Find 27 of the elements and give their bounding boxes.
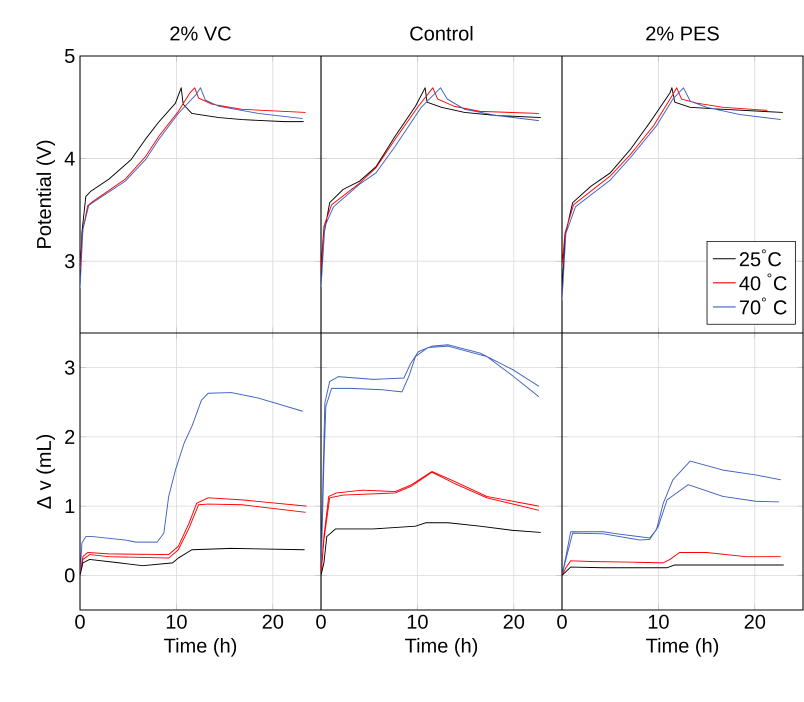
legend-label: 70$^{°}$ C [740, 298, 787, 314]
y-tick-label: 5 [64, 49, 74, 63]
y-tick-label: 3 [64, 360, 74, 375]
y-tick-label: 0 [64, 568, 74, 582]
x-tick-label: 10 [648, 614, 669, 629]
x-tick-label: 20 [744, 614, 766, 629]
chart-title: 2% VC [170, 26, 231, 41]
x-axis-title: Time (h) [164, 638, 236, 657]
x-axis-title: Time (h) [405, 638, 478, 657]
y-axis-title: Potential (V) [36, 140, 56, 248]
y-tick-label: 3 [64, 254, 74, 268]
x-tick-label: 10 [408, 614, 428, 629]
y-tick-label: 2 [65, 430, 74, 444]
x-tick-label: 20 [262, 614, 284, 629]
y-tick-label: 4 [64, 152, 75, 166]
y-tick-label: 1 [66, 499, 74, 513]
x-tick-label: 10 [166, 614, 187, 629]
x-tick-label: 0 [75, 614, 85, 629]
x-tick-label: 0 [316, 614, 326, 629]
x-axis-title: Time (h) [646, 638, 718, 657]
legend-label: 40 $^{°}$C [739, 273, 787, 290]
chart-title: Control [410, 26, 472, 41]
legend-label: 25$^{°}$C [740, 249, 782, 266]
x-tick-label: 20 [504, 614, 524, 629]
x-tick-label: 0 [557, 614, 567, 629]
chart-title: 2% PES [646, 26, 719, 41]
y-axis-title: Δ v (mL) [36, 434, 56, 509]
